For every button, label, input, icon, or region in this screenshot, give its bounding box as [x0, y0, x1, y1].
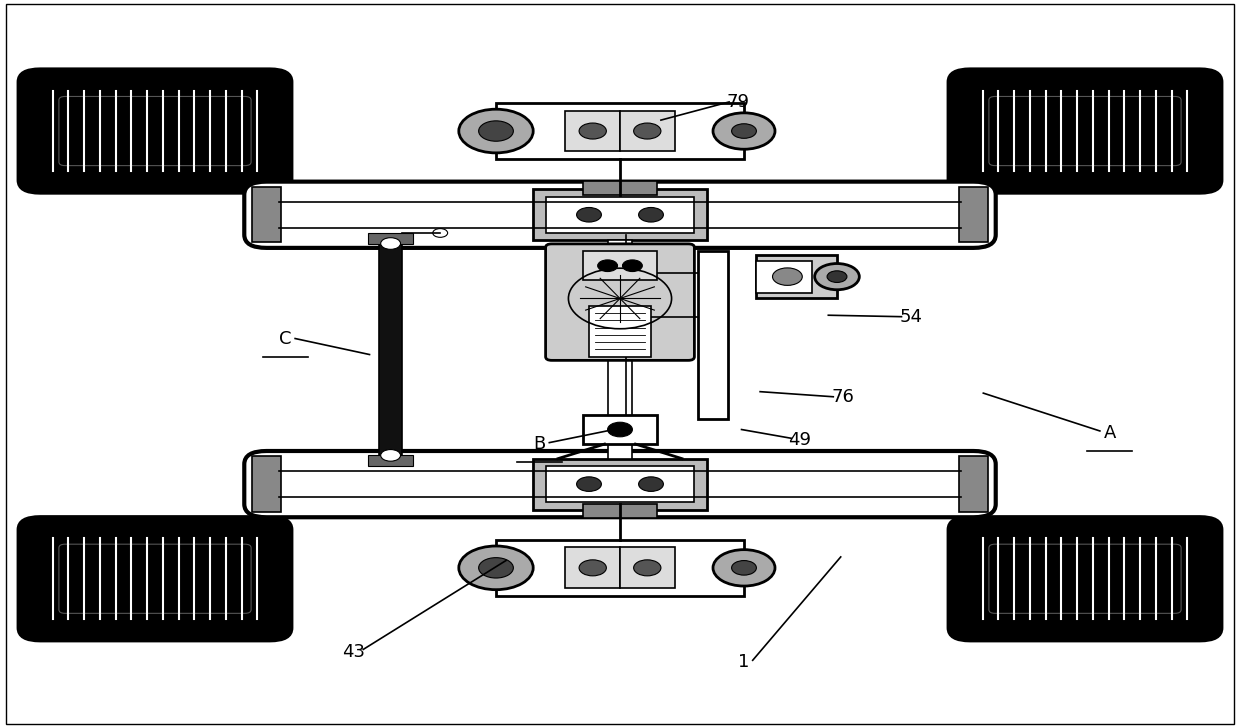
Text: B: B: [533, 435, 546, 453]
FancyBboxPatch shape: [546, 466, 694, 502]
Circle shape: [639, 477, 663, 491]
Circle shape: [732, 124, 756, 138]
Circle shape: [773, 268, 802, 285]
FancyBboxPatch shape: [959, 187, 988, 242]
FancyBboxPatch shape: [533, 189, 707, 240]
FancyBboxPatch shape: [533, 459, 707, 510]
FancyBboxPatch shape: [496, 103, 744, 159]
Text: 43: 43: [342, 643, 365, 660]
FancyBboxPatch shape: [583, 504, 657, 518]
FancyBboxPatch shape: [19, 69, 293, 194]
FancyBboxPatch shape: [368, 233, 413, 245]
FancyBboxPatch shape: [959, 456, 988, 512]
FancyBboxPatch shape: [608, 240, 632, 459]
Circle shape: [459, 546, 533, 590]
FancyBboxPatch shape: [368, 454, 413, 466]
Circle shape: [608, 422, 632, 437]
Circle shape: [567, 271, 599, 290]
Circle shape: [381, 449, 401, 462]
FancyBboxPatch shape: [496, 540, 744, 596]
FancyBboxPatch shape: [947, 69, 1221, 194]
FancyBboxPatch shape: [698, 251, 728, 419]
Circle shape: [634, 123, 661, 139]
FancyBboxPatch shape: [620, 111, 675, 151]
Circle shape: [479, 121, 513, 141]
Text: C: C: [279, 330, 291, 347]
Text: 49: 49: [789, 432, 811, 449]
Circle shape: [598, 260, 618, 272]
Circle shape: [579, 560, 606, 576]
Text: 79: 79: [727, 93, 749, 111]
FancyBboxPatch shape: [583, 415, 657, 444]
FancyBboxPatch shape: [252, 456, 281, 512]
FancyBboxPatch shape: [565, 547, 620, 588]
FancyBboxPatch shape: [756, 261, 812, 293]
Text: A: A: [1104, 424, 1116, 442]
Circle shape: [622, 260, 642, 272]
FancyBboxPatch shape: [19, 517, 293, 641]
Circle shape: [479, 558, 513, 578]
FancyBboxPatch shape: [244, 182, 996, 248]
Circle shape: [732, 561, 756, 575]
FancyBboxPatch shape: [558, 260, 608, 301]
Circle shape: [639, 207, 663, 222]
FancyBboxPatch shape: [546, 244, 694, 360]
Circle shape: [713, 550, 775, 586]
Circle shape: [713, 113, 775, 149]
Circle shape: [577, 477, 601, 491]
Circle shape: [459, 109, 533, 153]
Circle shape: [815, 264, 859, 290]
Circle shape: [827, 271, 847, 282]
Text: 54: 54: [900, 308, 923, 325]
FancyBboxPatch shape: [252, 187, 281, 242]
FancyBboxPatch shape: [620, 547, 675, 588]
FancyBboxPatch shape: [583, 251, 657, 280]
Text: 76: 76: [832, 388, 854, 405]
FancyBboxPatch shape: [379, 239, 402, 460]
FancyBboxPatch shape: [244, 451, 996, 517]
FancyBboxPatch shape: [565, 111, 620, 151]
FancyBboxPatch shape: [589, 306, 651, 357]
Circle shape: [579, 123, 606, 139]
FancyBboxPatch shape: [756, 255, 837, 298]
Circle shape: [577, 207, 601, 222]
Circle shape: [381, 237, 401, 249]
Text: 1: 1: [738, 654, 750, 671]
Circle shape: [433, 229, 448, 237]
Circle shape: [634, 560, 661, 576]
FancyBboxPatch shape: [947, 517, 1221, 641]
FancyBboxPatch shape: [546, 197, 694, 233]
FancyBboxPatch shape: [583, 181, 657, 195]
